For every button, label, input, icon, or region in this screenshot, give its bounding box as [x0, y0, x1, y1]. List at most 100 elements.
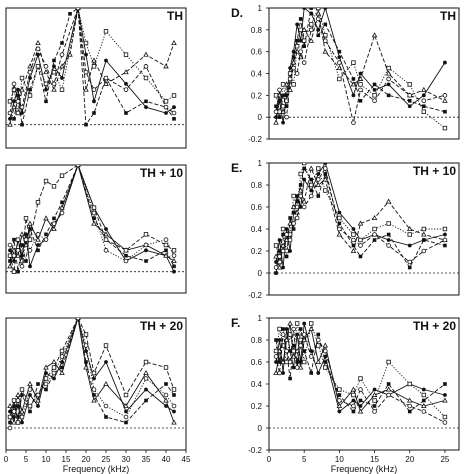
data-point [337, 215, 342, 221]
data-point [20, 122, 24, 127]
data-point [421, 231, 427, 237]
data-point [406, 225, 413, 232]
data-point [91, 387, 97, 392]
data-point [171, 93, 177, 98]
data-point [337, 398, 342, 403]
data-point [11, 87, 17, 92]
data-point [43, 381, 49, 387]
data-point [103, 231, 109, 237]
data-point [28, 409, 32, 414]
data-point [51, 184, 57, 189]
data-point [171, 110, 177, 116]
data-point [295, 38, 299, 43]
data-point [298, 171, 303, 177]
data-point [75, 8, 81, 11]
data-point [35, 64, 41, 69]
data-point [421, 392, 427, 398]
data-point [301, 336, 307, 343]
data-point [273, 93, 279, 98]
data-point [291, 193, 296, 199]
data-point [91, 220, 97, 226]
data-point [8, 248, 12, 253]
data-point [442, 93, 448, 98]
series-5 [273, 326, 448, 425]
data-point [277, 254, 282, 259]
data-point [12, 237, 16, 242]
data-point [280, 82, 286, 87]
data-point [12, 404, 16, 408]
data-point [20, 253, 24, 258]
chart-panel-1: TH [5, 7, 187, 149]
y-tick-label: 0.4 [251, 380, 263, 389]
data-point [294, 321, 300, 326]
data-point [322, 348, 328, 354]
data-point [51, 370, 57, 376]
data-point [288, 66, 293, 70]
data-point [316, 166, 321, 171]
x-tick-label: 20 [405, 455, 414, 464]
data-point [358, 376, 363, 381]
y-tick-label: 0 [258, 113, 263, 122]
data-point [290, 59, 297, 65]
data-point [407, 93, 413, 98]
data-point [16, 415, 20, 419]
data-point [163, 252, 169, 258]
data-point [385, 70, 392, 76]
data-point [297, 187, 304, 193]
series-line [275, 163, 446, 268]
data-point [297, 364, 304, 370]
data-point [44, 87, 48, 92]
data-point [315, 358, 322, 365]
data-point [422, 104, 426, 109]
data-point [44, 99, 48, 104]
x-tick-label: 40 [162, 455, 171, 464]
data-point [309, 321, 314, 326]
data-point [124, 409, 128, 414]
data-point [350, 247, 357, 254]
data-point [103, 237, 109, 242]
data-point [283, 81, 290, 87]
y-tick-label: -0.2 [248, 135, 262, 144]
data-point [358, 387, 363, 392]
data-point [301, 163, 307, 166]
data-point [323, 365, 328, 370]
data-point [59, 354, 65, 359]
data-point [123, 69, 129, 75]
data-point [7, 263, 13, 269]
y-tick-label: 0 [258, 269, 263, 278]
data-point [295, 199, 299, 204]
data-point [103, 80, 109, 86]
data-point [358, 398, 363, 403]
data-point [336, 402, 343, 409]
data-point [11, 409, 17, 414]
data-point [123, 248, 129, 253]
data-point [283, 336, 290, 343]
data-point [421, 248, 427, 254]
data-point [20, 243, 24, 247]
x-tick-label: 25 [102, 455, 111, 464]
series-line [275, 328, 446, 423]
data-point [371, 32, 378, 38]
data-point [143, 64, 149, 69]
data-point [301, 26, 307, 32]
data-point [143, 75, 149, 81]
data-point [104, 227, 108, 231]
data-point [337, 210, 342, 215]
data-point [51, 69, 57, 75]
data-point [309, 182, 314, 188]
data-point [75, 165, 81, 168]
x-tick-label: 25 [440, 455, 449, 464]
data-point [316, 343, 321, 348]
data-point [8, 420, 12, 425]
data-point [171, 257, 177, 264]
data-point [372, 387, 377, 392]
data-point [27, 220, 33, 226]
data-point [298, 38, 303, 43]
data-point [358, 237, 363, 243]
data-point [315, 181, 322, 188]
data-point [280, 248, 286, 254]
data-point [280, 226, 286, 232]
data-point [52, 216, 56, 221]
data-point [51, 358, 57, 365]
data-point [11, 81, 17, 87]
